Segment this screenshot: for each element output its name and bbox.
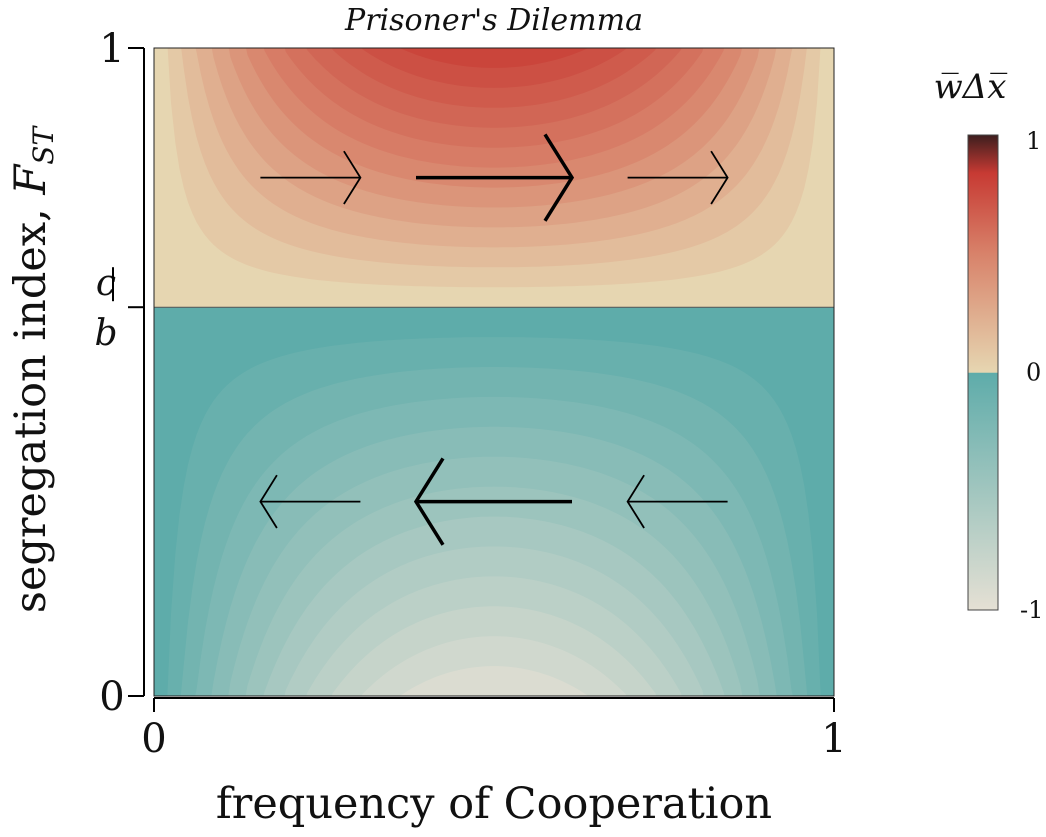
threshold-numerator: c [96, 263, 116, 304]
arrow-head [543, 133, 575, 222]
x-axis: 0 1 frequency of Cooperation [141, 697, 847, 829]
flow-arrow-right [416, 133, 575, 222]
arrow-head [343, 150, 362, 205]
y-axis-title-text: segregation index, [6, 195, 56, 614]
plot-area [154, 48, 834, 696]
y-axis: 1 0 c b segregation index, FST [6, 26, 145, 720]
x-axis-title: frequency of Cooperation [216, 779, 772, 829]
contour-band-positive [400, 48, 588, 68]
colorbar-tick-min: -1 [1020, 596, 1043, 624]
colorbar: w̅Δx̅ 1 0 -1 [934, 67, 1044, 624]
y-axis-title-symbol: F [6, 163, 56, 196]
flow-arrows [259, 133, 729, 546]
arrow-head [626, 474, 645, 529]
threshold-denominator: b [94, 313, 117, 354]
flow-arrow-right [260, 150, 362, 205]
colorbar-title: w̅Δx̅ [934, 67, 1008, 107]
y-tick-label-top: 1 [99, 26, 124, 72]
x-tick-label-left: 0 [141, 716, 166, 762]
flow-arrow-left [413, 457, 572, 546]
flow-arrow-right [627, 150, 729, 205]
x-tick-label-right: 1 [821, 716, 846, 762]
plot-frame [153, 47, 835, 697]
colorbar-tick-zero: 0 [1026, 359, 1041, 387]
contour-band-negative [400, 666, 588, 696]
arrow-head [413, 457, 445, 546]
flow-arrow-left [259, 474, 361, 529]
colorbar-tick-max: 1 [1026, 127, 1041, 155]
chart-title: Prisoner's Dilemma [344, 3, 643, 38]
y-tick-label-bottom: 0 [99, 674, 124, 720]
colorbar-scale [967, 134, 999, 611]
flow-arrow-left [626, 474, 728, 529]
arrow-head [710, 150, 729, 205]
arrow-head [259, 474, 278, 529]
y-axis-title: segregation index, FST [6, 125, 60, 614]
contour-bands [154, 48, 834, 696]
y-axis-title-subscript: ST [27, 125, 60, 165]
